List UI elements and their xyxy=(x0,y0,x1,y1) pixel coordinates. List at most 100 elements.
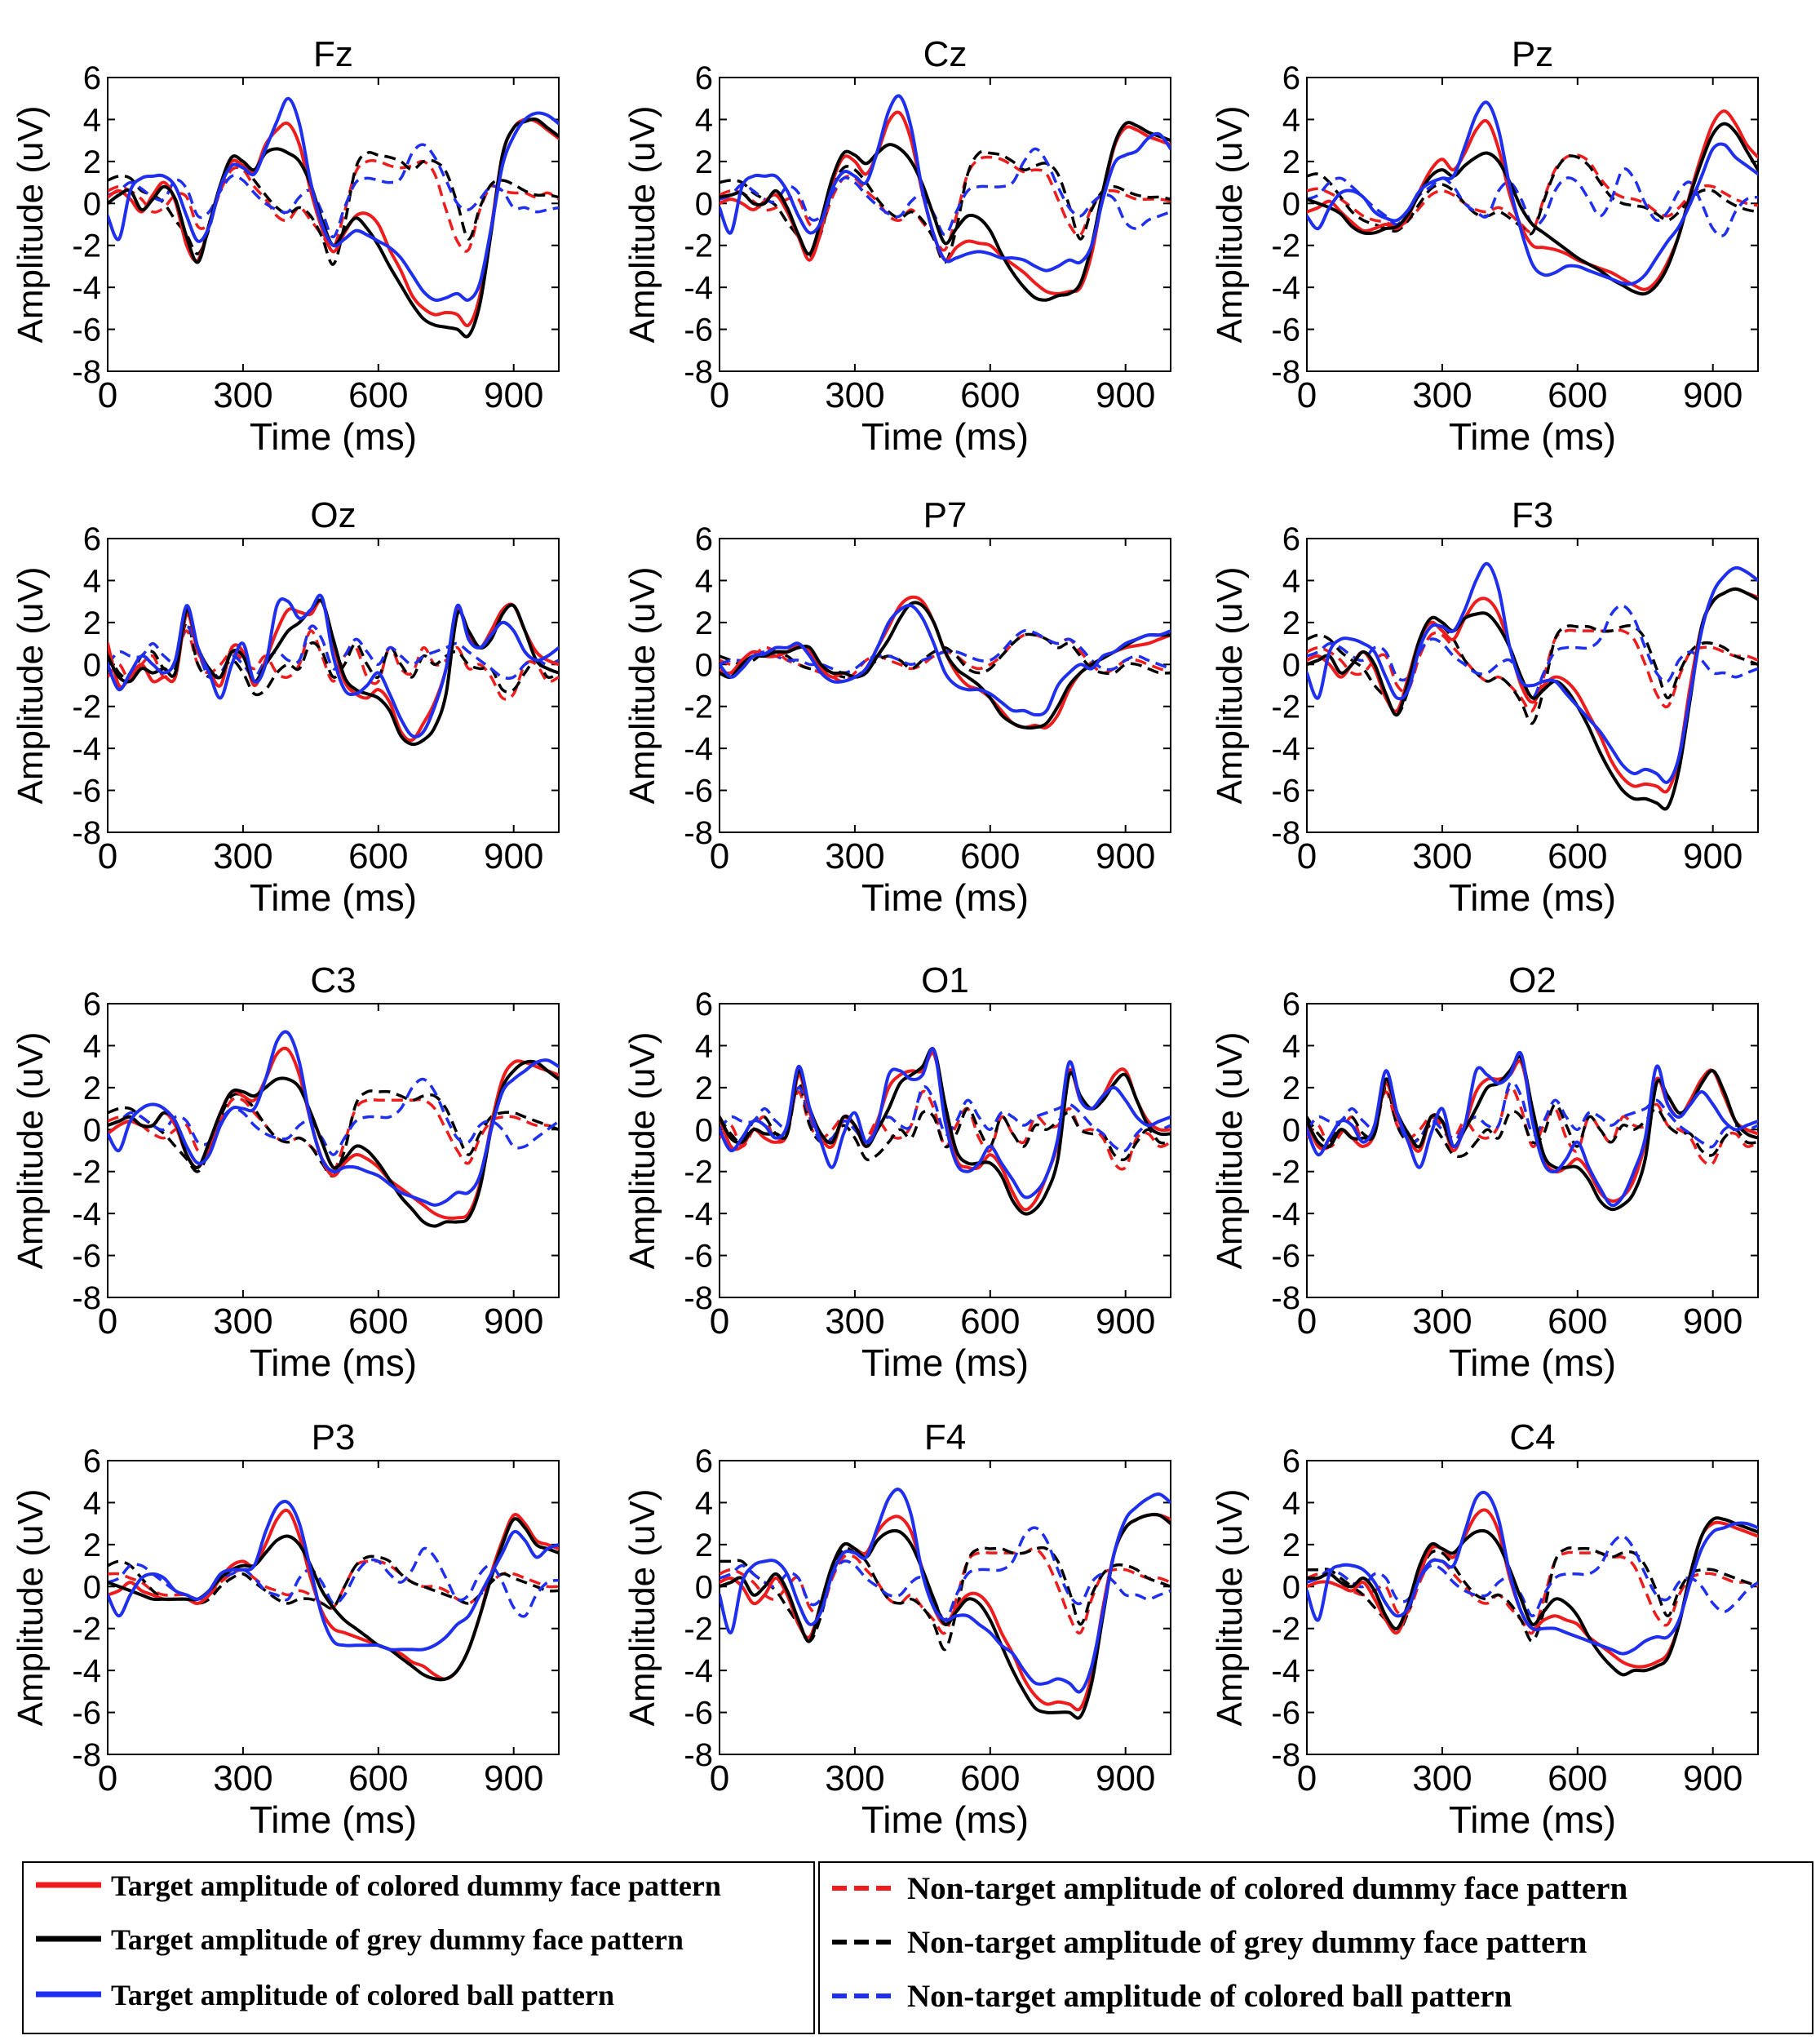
panel-c4: C4 -8 -6 -4 -2 0 2 4 6 0 300 600 900 Time (ms) Amplitu… xyxy=(1210,1417,1759,1841)
x-tick-label: 600 xyxy=(348,1758,408,1798)
y-tick-label: 0 xyxy=(1282,647,1300,683)
x-tick-label: 300 xyxy=(213,836,272,876)
y-tick-label: -6 xyxy=(1271,313,1300,348)
panel-pz: Pz -8 -6 -4 -2 0 2 4 6 0 300 600 900 Time (ms) Amplitu… xyxy=(1210,34,1759,458)
y-tick-label: 0 xyxy=(695,1569,713,1605)
y-tick-label: -4 xyxy=(684,1196,713,1232)
y-axis-label: Amplitude (uV) xyxy=(11,1031,51,1269)
y-tick-label: -2 xyxy=(1271,690,1300,725)
y-tick-label: -4 xyxy=(1271,731,1300,767)
x-tick-label: 300 xyxy=(1412,1302,1472,1342)
y-tick-label: 4 xyxy=(1282,1485,1300,1521)
y-tick-label: 0 xyxy=(83,186,101,222)
panel-f4: F4 -8 -6 -4 -2 0 2 4 6 0 300 600 900 Time (ms) Amplitu… xyxy=(622,1417,1171,1841)
y-tick-label: 2 xyxy=(83,1071,101,1106)
y-tick-label: -6 xyxy=(72,1239,101,1275)
x-tick-label: 900 xyxy=(1683,375,1743,415)
x-tick-label: 300 xyxy=(1412,375,1472,415)
y-axis-label: Amplitude (uV) xyxy=(11,105,51,343)
plot-area xyxy=(719,77,1171,372)
y-tick-label: 4 xyxy=(83,102,101,138)
panel-title: F3 xyxy=(1512,495,1553,535)
panel-cz: Cz -8 -6 -4 -2 0 2 4 6 0 300 600 900 Time (ms) Amplitu… xyxy=(622,34,1171,458)
series-line-nontarget-4 xyxy=(1307,623,1758,725)
plot-area xyxy=(107,1003,560,1298)
x-axis-label: Time (ms) xyxy=(1449,1798,1616,1841)
series-group xyxy=(108,1030,559,1228)
y-axis-label: Amplitude (uV) xyxy=(1210,105,1250,343)
y-tick-label: -4 xyxy=(72,270,101,306)
series-line-nontarget-3 xyxy=(1307,153,1758,233)
y-tick-label: -2 xyxy=(1271,1612,1300,1648)
y-tick-label: -8 xyxy=(1271,1280,1300,1316)
y-tick-label: 2 xyxy=(695,1528,713,1563)
y-tick-label: 6 xyxy=(1282,521,1300,557)
panel-f3: F3 -8 -6 -4 -2 0 2 4 6 0 300 600 900 Time (ms) Amplitu… xyxy=(1210,495,1759,919)
y-tick-label: 2 xyxy=(1282,605,1300,641)
y-tick-label: -2 xyxy=(72,1155,101,1191)
y-tick-label: 0 xyxy=(1282,186,1300,222)
y-tick-label: 6 xyxy=(695,60,713,96)
y-tick-label: -8 xyxy=(684,1280,713,1316)
y-tick-label: -6 xyxy=(1271,1696,1300,1732)
y-axis-label: Amplitude (uV) xyxy=(622,1031,662,1269)
y-tick-label: 6 xyxy=(1282,60,1300,96)
series-line-nontarget-5 xyxy=(108,143,559,239)
y-tick-label: -4 xyxy=(1271,270,1300,306)
series-line-target-2 xyxy=(720,94,1171,273)
y-tick-label: -4 xyxy=(72,1196,101,1232)
panel-title: Cz xyxy=(923,34,968,74)
x-axis-label: Time (ms) xyxy=(861,1798,1029,1841)
y-tick-label: 0 xyxy=(83,647,101,683)
y-tick-label: -8 xyxy=(72,1737,101,1773)
panel-title: O1 xyxy=(921,960,969,1000)
y-tick-label: 0 xyxy=(695,647,713,683)
series-line-nontarget-4 xyxy=(1307,154,1758,236)
panel-title: C4 xyxy=(1509,1417,1555,1457)
series-group xyxy=(1307,1490,1758,1677)
x-tick-label: 0 xyxy=(98,1302,117,1342)
y-tick-label: 4 xyxy=(695,1485,713,1521)
y-tick-label: 2 xyxy=(83,1528,101,1563)
x-tick-label: 900 xyxy=(484,1302,543,1342)
y-tick-label: 0 xyxy=(1282,1112,1300,1148)
series-line-nontarget-5 xyxy=(720,147,1171,237)
y-tick-label: 4 xyxy=(695,102,713,138)
y-tick-label: -2 xyxy=(1271,228,1300,264)
y-tick-label: -6 xyxy=(1271,1239,1300,1275)
series-line-target-2 xyxy=(720,1046,1171,1200)
x-tick-label: 0 xyxy=(710,1302,729,1342)
legend-label-4: Non-target amplitude of grey dummy face … xyxy=(907,1925,1588,1960)
x-tick-label: 0 xyxy=(1297,836,1317,876)
y-tick-label: -8 xyxy=(72,354,101,390)
x-tick-label: 900 xyxy=(484,836,543,876)
x-tick-label: 900 xyxy=(484,1758,543,1798)
y-tick-label: -2 xyxy=(72,228,101,264)
x-tick-label: 0 xyxy=(98,836,117,876)
y-tick-label: -6 xyxy=(684,1696,713,1732)
series-line-target-2 xyxy=(720,603,1171,717)
y-tick-label: 2 xyxy=(695,605,713,641)
y-tick-label: -8 xyxy=(684,354,713,390)
x-tick-label: 300 xyxy=(825,1758,884,1798)
y-tick-label: 4 xyxy=(83,1028,101,1064)
y-tick-label: 6 xyxy=(695,1444,713,1479)
x-tick-label: 900 xyxy=(484,375,543,415)
x-tick-label: 600 xyxy=(348,1302,408,1342)
y-tick-label: -4 xyxy=(684,731,713,767)
y-axis-label: Amplitude (uV) xyxy=(622,566,662,804)
x-tick-label: 900 xyxy=(1096,1302,1155,1342)
series-line-target-2 xyxy=(1307,100,1758,286)
series-group xyxy=(108,1499,559,1682)
y-tick-label: -8 xyxy=(72,815,101,851)
y-tick-label: 0 xyxy=(695,186,713,222)
x-axis-label: Time (ms) xyxy=(1449,1342,1616,1384)
x-tick-label: 600 xyxy=(1548,1302,1607,1342)
x-tick-label: 300 xyxy=(213,1302,272,1342)
series-line-nontarget-3 xyxy=(1307,1550,1758,1635)
series-line-target-2 xyxy=(1307,561,1758,784)
x-axis-label: Time (ms) xyxy=(250,876,417,919)
series-group xyxy=(1307,561,1758,811)
